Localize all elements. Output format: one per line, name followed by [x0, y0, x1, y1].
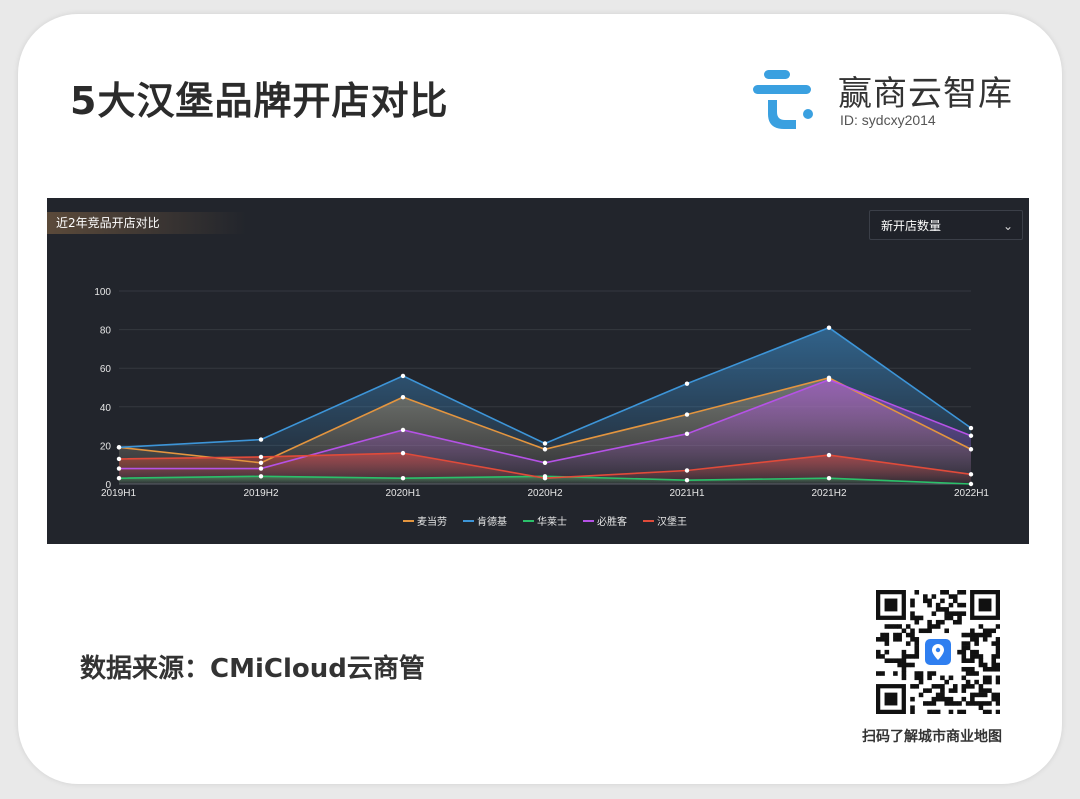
x-tick-label: 2021H2 [811, 488, 846, 499]
data-point [258, 437, 264, 442]
y-tick-label: 20 [100, 441, 112, 452]
y-tick-label: 100 [94, 287, 111, 298]
data-point [400, 394, 406, 400]
panel-title: 近2年竞品开店对比 [47, 212, 246, 234]
brand-block: 赢商云智库 ID: sydcxy2014 [750, 64, 1040, 134]
data-point [826, 325, 832, 330]
y-tick-label: 0 [105, 480, 111, 491]
legend-item: 必胜客 [583, 515, 627, 528]
brand-id: ID: sydcxy2014 [840, 112, 936, 128]
chart-points [116, 325, 974, 487]
chevron-down-icon: ⌄ [1002, 219, 1013, 233]
chart-legend: 麦当劳 肯德基 华莱士 必胜客 汉堡王 [403, 515, 687, 528]
data-source-text: 数据来源：CMiCloud云商管 [80, 654, 425, 684]
x-tick-label: 2021H1 [669, 488, 704, 499]
qr-code[interactable] [876, 590, 1000, 714]
legend-label: 汉堡王 [657, 515, 687, 528]
brand-name: 赢商云智库 [838, 74, 1013, 114]
data-point [400, 373, 406, 379]
data-point [684, 431, 690, 437]
data-point [116, 445, 122, 450]
data-point [258, 454, 264, 460]
legend-label: 肯德基 [477, 515, 507, 528]
legend-item: 麦当劳 [403, 515, 447, 528]
data-point [116, 476, 122, 481]
data-point [542, 476, 548, 481]
data-point [684, 468, 690, 473]
page-title: 5大汉堡品牌开店对比 [70, 79, 449, 123]
x-tick-label: 2019H2 [243, 488, 278, 499]
legend-item: 汉堡王 [643, 515, 687, 528]
data-point [684, 477, 690, 483]
legend-label: 麦当劳 [417, 515, 447, 528]
data-point [258, 460, 264, 465]
data-point [968, 433, 974, 438]
legend-item: 肯德基 [463, 515, 507, 528]
data-point [968, 481, 974, 487]
data-point [116, 466, 122, 471]
data-point [542, 441, 548, 446]
y-tick-label: 80 [100, 326, 112, 337]
data-point [542, 447, 548, 452]
data-point [826, 377, 832, 382]
y-tick-label: 40 [100, 403, 112, 414]
x-tick-label: 2022H1 [954, 488, 989, 499]
x-tick-label: 2020H1 [385, 488, 420, 499]
data-point [826, 452, 832, 458]
data-point [968, 425, 974, 431]
chart-areas [119, 327, 971, 484]
line-area-chart: 0 20 40 60 80 100 2019H1 2019H2 2020H1 2020H2 2021… [94, 287, 989, 528]
data-point [258, 466, 264, 471]
data-point [116, 456, 122, 462]
legend-label: 华莱士 [537, 515, 567, 528]
qr-caption: 扫码了解城市商业地图 [862, 729, 1002, 745]
x-tick-label: 2020H2 [527, 488, 562, 499]
x-tick-label: 2019H1 [101, 488, 136, 499]
metric-select-value: 新开店数量 [881, 219, 942, 233]
data-point [542, 460, 548, 465]
legend-item: 华莱士 [523, 515, 567, 528]
data-point [968, 447, 974, 452]
y-tick-label: 60 [100, 364, 112, 375]
data-point [968, 472, 974, 477]
series-area [119, 453, 971, 484]
metric-select[interactable]: 新开店数量 ⌄ [869, 210, 1023, 240]
chart-panel: 近2年竞品开店对比 新开店数量 ⌄ 0 20 40 60 80 100 2019H1 2019… [47, 198, 1029, 544]
data-point [684, 381, 690, 386]
legend-label: 必胜客 [597, 515, 627, 528]
data-point [400, 450, 406, 456]
data-point [826, 476, 832, 481]
data-point [258, 474, 264, 479]
data-point [400, 476, 406, 481]
brand-logo-icon [753, 70, 813, 129]
logo-mark [753, 70, 813, 129]
data-point [400, 427, 406, 433]
chart-axes: 0 20 40 60 80 100 2019H1 2019H2 2020H1 2020H2 2021… [94, 287, 989, 499]
data-point [684, 412, 690, 417]
